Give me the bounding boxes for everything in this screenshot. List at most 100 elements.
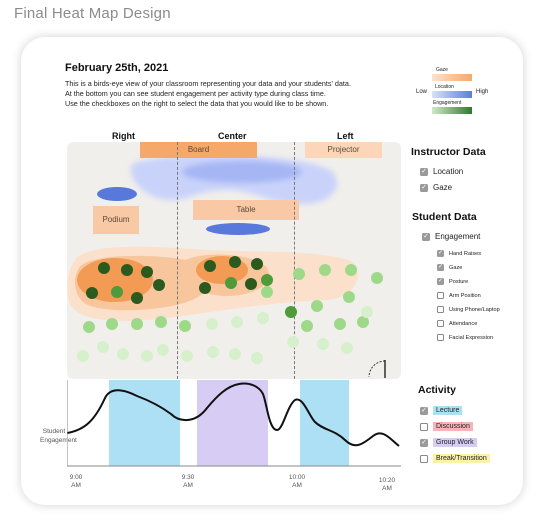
- checkbox[interactable]: ✓: [420, 183, 428, 192]
- option-label: Lecture: [433, 406, 463, 415]
- student-dot: [141, 266, 153, 278]
- student-attendance-option[interactable]: Attendance: [437, 320, 477, 327]
- option-label: Arm Position: [449, 292, 481, 299]
- legend-gaze-label: Gaze: [436, 67, 448, 73]
- legend-gaze-bar: [432, 74, 472, 81]
- description-line: This is a birds-eye view of your classro…: [65, 79, 351, 88]
- engagement-line: [67, 382, 400, 447]
- student-dot: [98, 262, 110, 274]
- tick-time: 10:20: [378, 477, 396, 484]
- timeline-y-label: Student Engagement: [40, 427, 77, 445]
- location-heat-table: [206, 223, 270, 235]
- student-dot: [106, 318, 118, 330]
- option-label: Discussion: [433, 422, 473, 431]
- student-dot: [293, 268, 305, 280]
- legend-location-label: Location: [435, 84, 454, 90]
- student-dot: [301, 320, 313, 332]
- location-heat-podium: [97, 187, 137, 201]
- description-line: At the bottom you can see student engage…: [65, 89, 326, 98]
- student-dot: [343, 291, 355, 303]
- checkbox[interactable]: [437, 292, 444, 299]
- description: This is a birds-eye view of your classro…: [65, 79, 405, 109]
- checkbox[interactable]: ✓: [437, 250, 444, 257]
- checkbox[interactable]: [437, 320, 444, 327]
- checkbox[interactable]: ✓: [420, 406, 428, 415]
- tick-time: 9:30: [181, 474, 195, 481]
- table: Table: [193, 200, 299, 220]
- zone-right-label: Right: [112, 131, 135, 141]
- student-engagement-option[interactable]: ✓ Engagement: [422, 232, 480, 241]
- student-dot: [225, 277, 237, 289]
- tick-label: 10:20 AM: [374, 477, 400, 493]
- option-label: Gaze: [449, 264, 463, 271]
- checkbox[interactable]: ✓: [422, 232, 430, 241]
- student-dot: [334, 318, 346, 330]
- checkbox[interactable]: [437, 306, 444, 313]
- student-data-title: Student Data: [412, 211, 477, 223]
- student-dot: [357, 316, 369, 328]
- tick-ampm: AM: [71, 482, 81, 489]
- student-gaze-option[interactable]: ✓ Gaze: [437, 264, 462, 271]
- y-label-line: Engagement: [40, 437, 77, 444]
- instructor-data-title: Instructor Data: [411, 146, 486, 158]
- option-label: Attendance: [449, 320, 478, 327]
- group-work-band: [197, 380, 268, 466]
- student-dot: [345, 264, 357, 276]
- instructor-gaze-option[interactable]: ✓ Gaze: [420, 183, 452, 192]
- option-label: Gaze: [433, 183, 453, 192]
- activity-discussion-option[interactable]: Discussion: [420, 422, 473, 431]
- tick-label: 9:00 AM: [64, 474, 88, 490]
- activity-lecture-option[interactable]: ✓ Lecture: [420, 406, 463, 415]
- zone-divider: [177, 142, 178, 379]
- student-posture-option[interactable]: ✓ Posture: [437, 278, 468, 285]
- checkbox[interactable]: [437, 334, 444, 341]
- student-dot: [199, 282, 211, 294]
- checkbox[interactable]: ✓: [420, 167, 428, 176]
- checkbox[interactable]: [420, 422, 428, 431]
- page-title: Final Heat Map Design: [14, 5, 171, 22]
- student-dot: [155, 316, 167, 328]
- student-dot: [181, 350, 193, 362]
- board: Board: [140, 142, 257, 158]
- option-label: Using Phone/Laptop: [449, 306, 500, 313]
- student-dot: [141, 350, 153, 362]
- tick-ampm: AM: [292, 482, 302, 489]
- student-dot: [317, 338, 329, 350]
- instructor-location-option[interactable]: ✓ Location: [420, 167, 463, 176]
- classroom-map: Board Projector Podium Table: [67, 142, 401, 379]
- student-dot: [371, 272, 383, 284]
- lecture-band: [300, 380, 349, 466]
- student-dot: [153, 279, 165, 291]
- legend-location-bar: [432, 91, 472, 98]
- tick-label: 9:30 AM: [176, 474, 200, 490]
- student-facial-expression-option[interactable]: Facial Expression: [437, 334, 493, 341]
- student-dot: [245, 278, 257, 290]
- option-label: Engagement: [435, 232, 481, 241]
- checkbox[interactable]: ✓: [437, 264, 444, 271]
- student-arm-position-option[interactable]: Arm Position: [437, 292, 481, 299]
- projector: Projector: [305, 142, 382, 158]
- student-dot: [157, 344, 169, 356]
- activity-break-option[interactable]: Break/Transition: [420, 454, 490, 463]
- activity-group-work-option[interactable]: ✓ Group Work: [420, 438, 477, 447]
- tick-ampm: AM: [382, 485, 392, 492]
- checkbox[interactable]: ✓: [420, 438, 428, 447]
- student-dot: [179, 320, 191, 332]
- report-date: February 25th, 2021: [65, 62, 169, 74]
- zone-left-label: Left: [337, 131, 354, 141]
- student-dot: [287, 336, 299, 348]
- tick-ampm: AM: [183, 482, 193, 489]
- option-label: Location: [433, 167, 464, 176]
- student-dot: [261, 274, 273, 286]
- student-dot: [204, 260, 216, 272]
- student-hand-raises-option[interactable]: ✓ Hand Raises: [437, 250, 481, 257]
- student-dot: [131, 292, 143, 304]
- activity-title: Activity: [418, 384, 456, 396]
- checkbox[interactable]: ✓: [437, 278, 444, 285]
- checkbox[interactable]: [420, 454, 428, 463]
- option-label: Facial Expression: [449, 334, 494, 341]
- option-label: Hand Raises: [449, 250, 482, 257]
- podium: Podium: [93, 206, 139, 234]
- engagement-timeline: [67, 380, 401, 467]
- student-phone-laptop-option[interactable]: Using Phone/Laptop: [437, 306, 500, 313]
